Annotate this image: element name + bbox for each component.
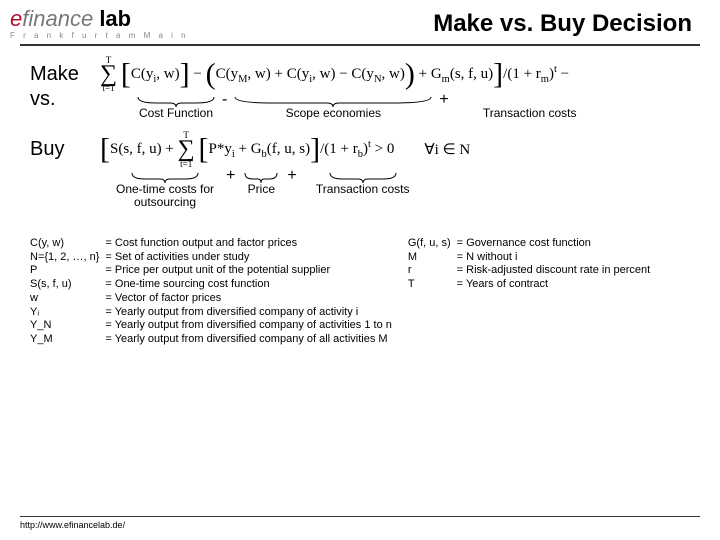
legend-desc: = Yearly output from diversified company…	[105, 333, 397, 347]
footer-rule	[20, 516, 700, 517]
anno-scope: Scope economies	[233, 107, 433, 120]
legend-symbol: T	[408, 278, 457, 292]
legend-desc: = Vector of factor prices	[105, 292, 397, 306]
legend-desc: = Years of contract	[457, 278, 657, 292]
legend-table-left: C(y, w)= Cost function output and factor…	[30, 237, 398, 347]
anno-plus2: +	[220, 167, 241, 185]
legend-row: Y_N= Yearly output from diversified comp…	[30, 319, 398, 333]
legend-symbol: G(f, u, s)	[408, 237, 457, 251]
legend-row: S(s, f, u)= One-time sourcing cost funct…	[30, 278, 398, 292]
anno-plus1: +	[433, 91, 454, 109]
legend-desc: = One-time sourcing cost function	[105, 278, 397, 292]
logo-subtitle: F r a n k f u r t a m M a i n	[10, 32, 189, 40]
logo-finance: finance	[22, 6, 93, 31]
legend-symbol: w	[30, 292, 105, 306]
legend-row: w= Vector of factor prices	[30, 292, 398, 306]
legend-symbol: Yᵢ	[30, 306, 105, 320]
legend-row: N={1, 2, …, n}= Set of activities under …	[30, 251, 398, 265]
legend-table-right: G(f, u, s)= Governance cost functionM= N…	[408, 237, 656, 292]
legend-symbol: M	[408, 251, 457, 265]
make-label: Make	[30, 63, 100, 86]
legend-row: G(f, u, s)= Governance cost function	[408, 237, 656, 251]
content: Make T∑t=1 [C(yi, w)] − (C(yM, w) + C(yi…	[0, 46, 720, 209]
anno-plus3: +	[281, 167, 302, 185]
legend-symbol: Y_M	[30, 333, 105, 347]
legend-symbol: S(s, f, u)	[30, 278, 105, 292]
legend-desc: = Yearly output from diversified company…	[105, 319, 397, 333]
forall: ∀i ∈ N	[424, 140, 470, 159]
legend-symbol: P	[30, 264, 105, 278]
anno-cost: Cost Function	[136, 107, 216, 120]
legend-symbol: r	[408, 264, 457, 278]
buy-annotation: One-time costs for outsourcing + Price +…	[30, 171, 690, 209]
brace-cost-function: Cost Function	[136, 95, 216, 120]
brace-trans: Transaction costs	[475, 95, 585, 120]
legend-desc: = Yearly output from diversified company…	[105, 306, 397, 320]
footer: http://www.efinancelab.de/	[20, 516, 700, 530]
legend-desc: = Price per output unit of the potential…	[105, 264, 397, 278]
legend-row: C(y, w)= Cost function output and factor…	[30, 237, 398, 251]
legend-row: Yᵢ= Yearly output from diversified compa…	[30, 306, 398, 320]
anno-trans2: Transaction costs	[303, 183, 423, 196]
legend-row: M= N without i	[408, 251, 656, 265]
legend-desc: = Cost function output and factor prices	[105, 237, 397, 251]
brace-scope: Scope economies	[233, 95, 433, 120]
vs-label: vs.	[30, 88, 100, 111]
legend: C(y, w)= Cost function output and factor…	[0, 223, 720, 347]
buy-formula: [S(s, f, u) + T∑t=1 [P*yi + Gb(f, u, s)]…	[100, 131, 394, 168]
legend-symbol: N={1, 2, …, n}	[30, 251, 105, 265]
legend-row: r= Risk-adjusted discount rate in percen…	[408, 264, 656, 278]
buy-label: Buy	[30, 138, 100, 161]
legend-row: T= Years of contract	[408, 278, 656, 292]
header: efinance lab F r a n k f u r t a m M a i…	[0, 0, 720, 42]
legend-row: Y_M= Yearly output from diversified comp…	[30, 333, 398, 347]
anno-minus: -	[216, 91, 233, 109]
logo-lab: lab	[93, 6, 131, 31]
footer-url: http://www.efinancelab.de/	[20, 520, 700, 530]
legend-desc: = Risk-adjusted discount rate in percent	[457, 264, 657, 278]
page-title: Make vs. Buy Decision	[433, 10, 692, 38]
anno-onetime: One-time costs for outsourcing	[110, 183, 220, 209]
legend-symbol: Y_N	[30, 319, 105, 333]
buy-row: Buy [S(s, f, u) + T∑t=1 [P*yi + Gb(f, u,…	[30, 131, 690, 168]
logo: efinance lab F r a n k f u r t a m M a i…	[10, 8, 189, 40]
brace-onetime: One-time costs for outsourcing	[110, 171, 220, 209]
make-formula: T∑t=1 [C(yi, w)] − (C(yM, w) + C(yi, w) …	[100, 56, 569, 93]
legend-desc: = Set of activities under study	[105, 251, 397, 265]
legend-row: P= Price per output unit of the potentia…	[30, 264, 398, 278]
brace-trans2: Transaction costs	[303, 171, 423, 196]
legend-desc: = N without i	[457, 251, 657, 265]
anno-trans: Transaction costs	[475, 107, 585, 120]
anno-price: Price	[241, 183, 281, 196]
brace-price: Price	[241, 171, 281, 196]
logo-e: e	[10, 6, 22, 31]
legend-desc: = Governance cost function	[457, 237, 657, 251]
legend-symbol: C(y, w)	[30, 237, 105, 251]
